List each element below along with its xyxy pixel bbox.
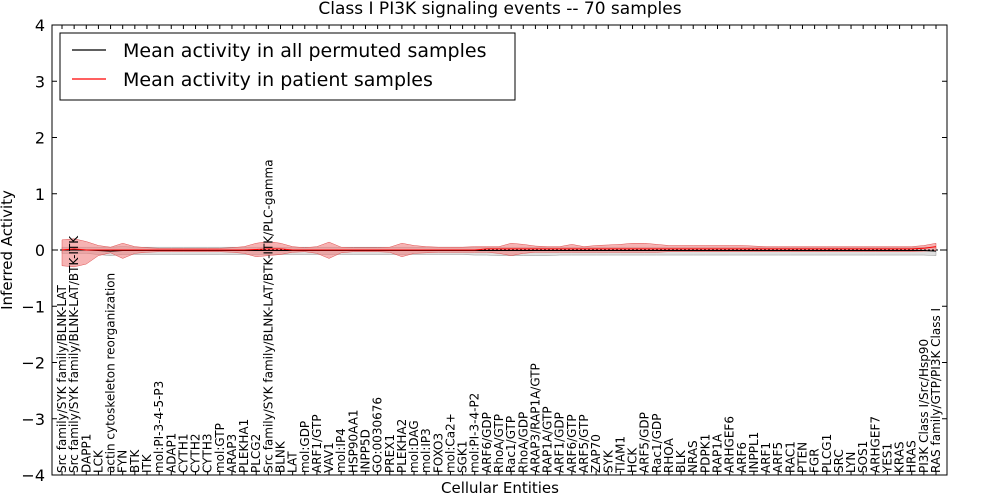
legend-box xyxy=(59,32,516,101)
x-tick-label: Rac1/GTP xyxy=(504,416,518,473)
chart-title: Class I PI3K signaling events -- 70 samp… xyxy=(318,0,681,19)
x-tick-label: BTK xyxy=(128,448,142,473)
x-tick-label: PI3K Class I/Src/Hsp90 xyxy=(917,339,931,473)
x-tick-label: ARF1 xyxy=(759,442,773,473)
x-tick-label: CYTH3 xyxy=(201,434,215,474)
x-tick-label: Src family/SYK family/BLNK-LAT/BTK-ITK xyxy=(67,235,81,473)
x-tick-label: BLK xyxy=(674,449,688,473)
x-tick-label: HRAS xyxy=(905,440,919,473)
x-tick-label: mol:IP4 xyxy=(334,428,348,473)
series-lines xyxy=(52,246,947,252)
x-tick-label: mol:Ca2+ xyxy=(443,413,457,473)
x-tick-label: PREX1 xyxy=(383,434,397,473)
x-tick-label: ZAP70 xyxy=(589,434,603,473)
x-tick-label: RhoA/GDP xyxy=(516,412,530,473)
x-tick-label: LCK xyxy=(91,449,105,473)
y-axis: 4 3 2 1 0 −1 −2 −3 −4 xyxy=(21,16,947,485)
x-tick-label: SYK xyxy=(601,449,615,473)
y-tick-label: 0 xyxy=(35,241,45,260)
x-tick-label: ARAP3 xyxy=(225,434,239,473)
x-tick-label: PLEKHA2 xyxy=(395,419,409,473)
x-tick-label: ARF5/GTP xyxy=(577,414,591,473)
x-tick-label: TIAM1 xyxy=(613,436,627,474)
x-tick-label: mol:PI-3-4-P2 xyxy=(468,393,482,473)
x-tick-label: Src family/SYK family/BLNK-LAT/BTK-ITK/P… xyxy=(261,159,275,473)
x-tick-label: BLNK xyxy=(274,440,288,473)
x-tick-label: ARAP3/RAP1A/GTP xyxy=(528,363,542,473)
x-tick-label: mol:GDP xyxy=(298,421,312,473)
x-tick-label: SRC xyxy=(832,449,846,473)
x-tick-label: mol:IP3 xyxy=(419,428,433,473)
x-tick-label: RAP1A xyxy=(711,433,725,473)
x-tick-label: RAP1A/GTP xyxy=(541,406,555,473)
x-tick-label: SGK1 xyxy=(456,441,470,473)
series-line-permuted xyxy=(62,249,937,252)
y-tick-label: 1 xyxy=(35,185,45,204)
x-tick-label: Rac1/GDP xyxy=(650,414,664,473)
x-tick-label: VAV1 xyxy=(322,442,336,473)
x-tick-label: DAPP1 xyxy=(79,434,93,473)
x-tick-label: RHOA xyxy=(662,437,676,473)
x-tick-label: ARF6 xyxy=(735,442,749,473)
y-tick-label: 2 xyxy=(35,129,45,148)
x-tick-label: FGR xyxy=(808,448,822,473)
y-tick-label: 4 xyxy=(35,16,45,35)
x-axis-label: Cellular Entities xyxy=(441,479,559,497)
x-tick-label: YES1 xyxy=(880,443,894,474)
x-tick-label: RhoA/GTP xyxy=(492,414,506,473)
legend-label-permuted: Mean activity in all permuted samples xyxy=(123,40,486,62)
x-tick-label: ARHGEF7 xyxy=(868,416,882,473)
y-tick-label: −4 xyxy=(21,466,45,485)
x-tick-label: ARF6/GTP xyxy=(565,414,579,473)
x-tick-label: NRAS xyxy=(686,440,700,473)
y-tick-label: −1 xyxy=(21,297,45,316)
x-tick-label: ARF6/GDP xyxy=(480,412,494,473)
legend-label-patient: Mean activity in patient samples xyxy=(123,69,433,91)
x-tick-label: PTEN xyxy=(795,442,809,473)
legend: Mean activity in all permuted samples Me… xyxy=(59,32,516,101)
x-tick-label: CYTH2 xyxy=(189,434,203,474)
x-tick-label: PLEKHA1 xyxy=(237,419,251,473)
x-tick-label: GO:0030676 xyxy=(371,397,385,473)
x-tick-label: KRAS xyxy=(893,441,907,473)
x-tick-label: PLCG2 xyxy=(249,434,263,473)
series-line-patient xyxy=(61,246,937,251)
x-tick-label: Src family/SYK family/BLNK-LAT xyxy=(55,284,69,473)
x-tick-label: HCK xyxy=(626,447,640,473)
x-tick-label: mol:GTP xyxy=(213,423,227,473)
y-tick-label: −3 xyxy=(21,410,45,429)
y-axis-label: Inferred Activity xyxy=(0,190,16,310)
x-tick-label: FYN xyxy=(116,450,130,473)
x-tick-label: FOXO3 xyxy=(431,433,445,473)
x-tick-label: ADAP1 xyxy=(164,433,178,473)
x-tick-label: RAC1 xyxy=(783,441,797,473)
x-tick-label: RAS family/GTP/PI3K Class I xyxy=(929,308,943,473)
x-tick-label: HSP90AA1 xyxy=(346,409,360,473)
x-tick-label: ARF5 xyxy=(771,442,785,473)
x-tick-label: PDPK1 xyxy=(698,434,712,473)
x-tick-label: ARF5/GDP xyxy=(638,412,652,473)
y-tick-label: 3 xyxy=(35,72,45,91)
activity-bands xyxy=(61,238,937,268)
x-tick-label: ITK xyxy=(140,453,154,473)
x-tick-label: INPPL1 xyxy=(747,432,761,473)
x-tick-label: mol:DAG xyxy=(407,420,421,473)
patient-band xyxy=(61,238,937,268)
x-tick-label: INPP5D xyxy=(358,429,372,473)
x-tick-label: ARF1/GDP xyxy=(553,412,567,473)
x-tick-label: PLCG1 xyxy=(820,434,834,473)
x-tick-label: mol:PI-3-4-5-P3 xyxy=(152,381,166,473)
x-tick-label: LAT xyxy=(286,451,300,473)
x-tick-label: actin cytoskeleton reorganization xyxy=(104,273,118,473)
x-tick-label: CYTH1 xyxy=(176,434,190,474)
x-tick-label: ARF1/GTP xyxy=(310,414,324,473)
y-tick-label: −2 xyxy=(21,354,45,373)
x-tick-label: LYN xyxy=(844,452,858,473)
x-tick-label: SOS1 xyxy=(856,441,870,473)
x-tick-label: ARHGEF6 xyxy=(723,416,737,473)
